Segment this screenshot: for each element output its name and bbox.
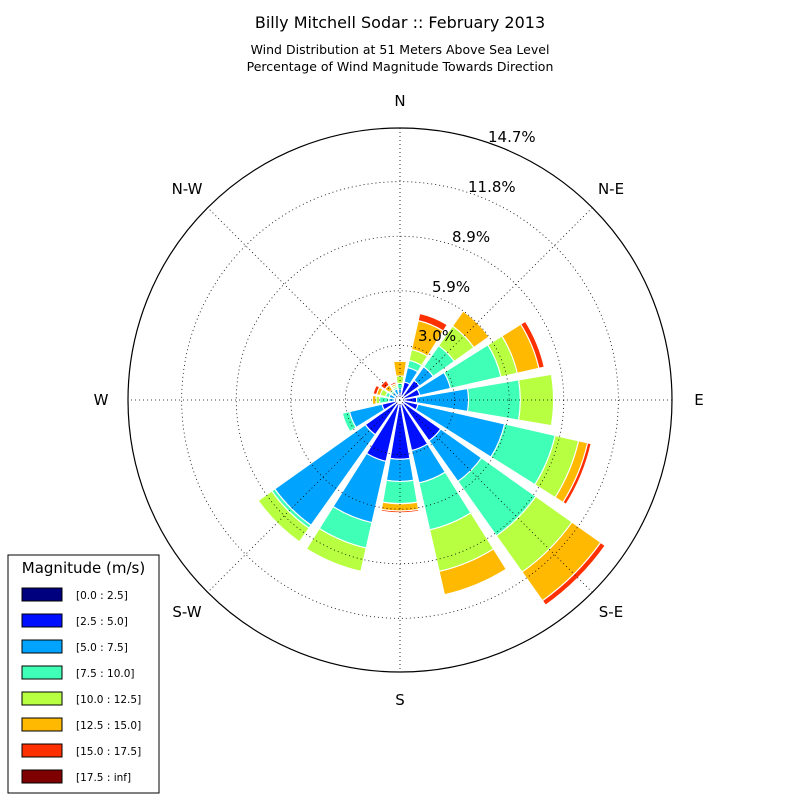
bars-layer (257, 310, 607, 607)
legend-label-6: [15.0 : 17.5] (76, 746, 141, 758)
chart-subtitle-line-2: Percentage of Wind Magnitude Towards Dir… (247, 59, 554, 74)
legend: Magnitude (m/s) [0.0 : 2.5] [2.5 : 5.0] [5.… (7, 554, 160, 794)
bar-ese-series-1 (399, 399, 419, 411)
legend-title: Magnitude (m/s) (22, 559, 145, 577)
chart-subtitle-line-1: Wind Distribution at 51 Meters Above Sea… (251, 42, 550, 57)
legend-swatch-5 (21, 717, 63, 732)
legend-swatch-1 (21, 613, 63, 628)
chart-title: Billy Mitchell Sodar :: February 2013 (255, 13, 545, 32)
bar-ssw-series-1 (365, 399, 401, 463)
direction-label-s-e: S-E (599, 603, 623, 621)
bar-ese-series-2 (399, 399, 506, 458)
bar-e-series-2 (399, 387, 470, 413)
radial-tick-label-5: 14.7% (488, 128, 536, 146)
direction-label-s-w: S-W (172, 603, 201, 621)
direction-label-n: N (394, 92, 405, 110)
grid-ring-1 (345, 345, 455, 455)
outer-ring (127, 127, 673, 673)
direction-label-w: W (94, 391, 109, 409)
legend-label-2: [5.0 : 7.5] (76, 642, 128, 654)
bar-ene-series-1 (399, 388, 421, 401)
legend-label-7: [17.5 : inf] (76, 772, 131, 784)
radial-tick-label-4: 11.8% (468, 178, 516, 196)
direction-label-n-w: N-W (172, 180, 203, 198)
legend-label-0: [0.0 : 2.5] (76, 590, 128, 602)
legend-label-3: [7.5 : 10.0] (76, 668, 134, 680)
legend-swatch-6 (21, 743, 63, 758)
legend-swatch-2 (21, 639, 63, 654)
grid-ring-4 (181, 181, 619, 619)
legend-label-1: [2.5 : 5.0] (76, 616, 128, 628)
legend-swatch-4 (21, 691, 63, 706)
bar-s-series-1 (389, 399, 411, 460)
bar-nne-series-1 (399, 381, 411, 401)
bar-sse-series-1 (399, 399, 429, 452)
grid-spoke-4 (207, 207, 593, 593)
legend-label-5: [12.5 : 15.0] (76, 720, 141, 732)
direction-label-e: E (694, 391, 703, 409)
radial-tick-label-2: 5.9% (432, 278, 470, 296)
legend-swatch-3 (21, 665, 63, 680)
radial-tick-label-3: 8.9% (452, 228, 490, 246)
polar-grid (127, 127, 673, 673)
direction-label-n-e: N-E (598, 180, 624, 198)
legend-label-4: [10.0 : 12.5] (76, 694, 141, 706)
bar-ne-series-1 (399, 379, 421, 401)
bar-wsw-series-1 (381, 399, 401, 411)
legend-swatch-7 (21, 769, 63, 784)
legend-swatch-0 (21, 587, 63, 602)
axis-labels: 3.0% 5.9% 8.9% 11.8% 14.7% N N-E E S-E S S-W W N-W (94, 92, 704, 709)
direction-label-s: S (395, 691, 405, 709)
bar-e-series-1 (399, 396, 418, 404)
radial-tick-label-1: 3.0% (418, 327, 456, 345)
